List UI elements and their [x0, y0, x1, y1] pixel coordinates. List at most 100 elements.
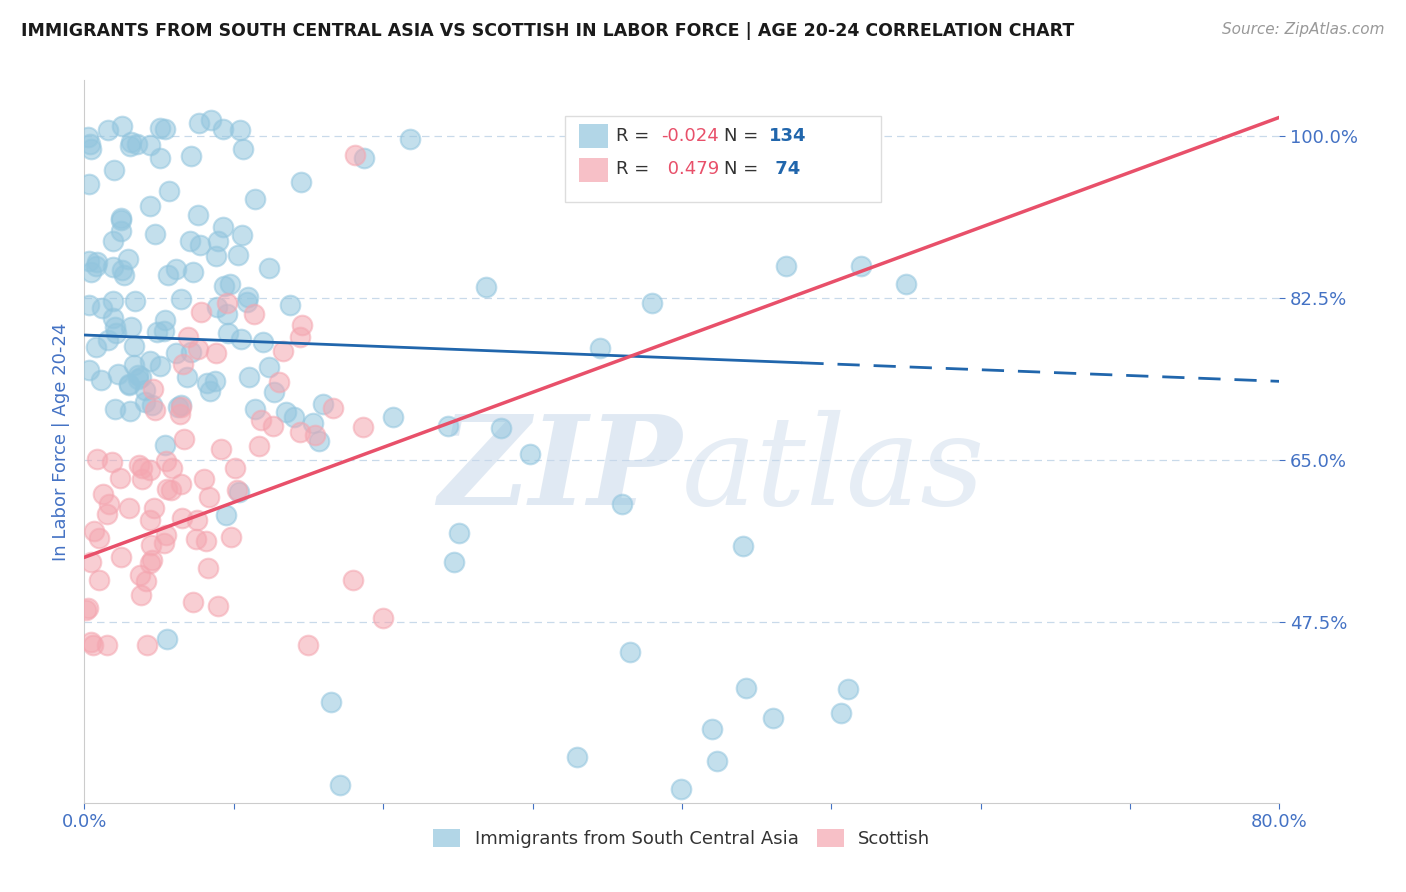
- Point: [170, 476, 193, 491]
- Point: [84, 260, 107, 274]
- Point: [131, 460, 153, 475]
- Point: [156, 632, 179, 647]
- Point: [449, 525, 471, 540]
- Point: [79, 265, 101, 279]
- Point: [120, 404, 142, 418]
- Point: [77, 601, 100, 615]
- Point: [211, 219, 233, 234]
- Point: [641, 295, 664, 310]
- Point: [180, 345, 202, 359]
- Text: -0.024: -0.024: [662, 127, 720, 145]
- Point: [252, 334, 274, 349]
- FancyBboxPatch shape: [565, 117, 882, 202]
- Point: [343, 148, 366, 162]
- Point: [134, 395, 156, 409]
- Point: [619, 645, 641, 659]
- Point: [851, 259, 873, 273]
- Point: [155, 527, 177, 541]
- Text: 134: 134: [769, 127, 807, 145]
- Point: [259, 260, 281, 275]
- Point: [139, 556, 162, 570]
- Point: [118, 377, 141, 392]
- Point: [894, 277, 917, 291]
- Text: Source: ZipAtlas.com: Source: ZipAtlas.com: [1222, 22, 1385, 37]
- Point: [219, 530, 242, 544]
- Point: [111, 120, 134, 134]
- Point: [215, 508, 238, 522]
- Point: [152, 536, 174, 550]
- Point: [176, 330, 198, 344]
- Point: [297, 638, 319, 652]
- Point: [170, 400, 193, 414]
- Point: [176, 370, 198, 384]
- Point: [149, 359, 172, 373]
- Point: [589, 341, 612, 355]
- Point: [128, 568, 150, 582]
- Point: [153, 312, 176, 326]
- Point: [250, 413, 273, 427]
- Point: [217, 307, 239, 321]
- Point: [243, 307, 266, 321]
- Point: [186, 512, 208, 526]
- Point: [91, 487, 114, 501]
- Point: [269, 376, 291, 390]
- Point: [190, 305, 212, 319]
- Point: [145, 325, 167, 339]
- Point: [96, 507, 118, 521]
- Text: R =: R =: [616, 161, 655, 178]
- Point: [187, 209, 209, 223]
- Point: [181, 265, 204, 279]
- Text: 74: 74: [769, 161, 800, 178]
- Point: [153, 122, 176, 136]
- Point: [671, 781, 693, 796]
- Point: [170, 399, 193, 413]
- Point: [89, 531, 111, 545]
- Text: ZIP: ZIP: [439, 409, 682, 532]
- Point: [243, 402, 266, 417]
- Point: [188, 116, 211, 130]
- Point: [135, 638, 157, 652]
- Point: [398, 132, 420, 146]
- Point: [304, 427, 326, 442]
- Point: [474, 280, 496, 294]
- Text: atlas: atlas: [682, 409, 986, 532]
- Point: [77, 178, 100, 192]
- Point: [90, 373, 112, 387]
- Point: [97, 123, 120, 137]
- Point: [322, 401, 344, 415]
- Point: [80, 635, 103, 649]
- Point: [76, 130, 98, 145]
- Point: [82, 638, 104, 652]
- Point: [77, 362, 100, 376]
- Point: [373, 610, 395, 624]
- Point: [733, 539, 755, 553]
- Point: [204, 374, 226, 388]
- Point: [101, 260, 124, 274]
- Point: [103, 163, 125, 178]
- Point: [110, 471, 132, 485]
- Point: [153, 438, 176, 452]
- Point: [706, 754, 728, 768]
- Point: [110, 213, 132, 227]
- Point: [77, 297, 100, 311]
- Point: [127, 368, 149, 383]
- Point: [228, 485, 250, 500]
- Y-axis label: In Labor Force | Age 20-24: In Labor Force | Age 20-24: [52, 322, 70, 561]
- Point: [700, 722, 723, 736]
- Point: [143, 402, 166, 417]
- Point: [329, 778, 352, 792]
- Point: [111, 263, 134, 277]
- Point: [214, 279, 236, 293]
- Point: [139, 137, 162, 152]
- Point: [124, 294, 146, 309]
- Text: IMMIGRANTS FROM SOUTH CENTRAL ASIA VS SCOTTISH IN LABOR FORCE | AGE 20-24 CORREL: IMMIGRANTS FROM SOUTH CENTRAL ASIA VS SC…: [21, 22, 1074, 40]
- Point: [229, 123, 252, 137]
- Point: [110, 211, 132, 226]
- Point: [87, 573, 110, 587]
- Point: [207, 234, 229, 248]
- Point: [156, 268, 179, 282]
- Point: [519, 447, 541, 461]
- Point: [236, 290, 259, 304]
- Point: [105, 326, 128, 340]
- Point: [141, 538, 163, 552]
